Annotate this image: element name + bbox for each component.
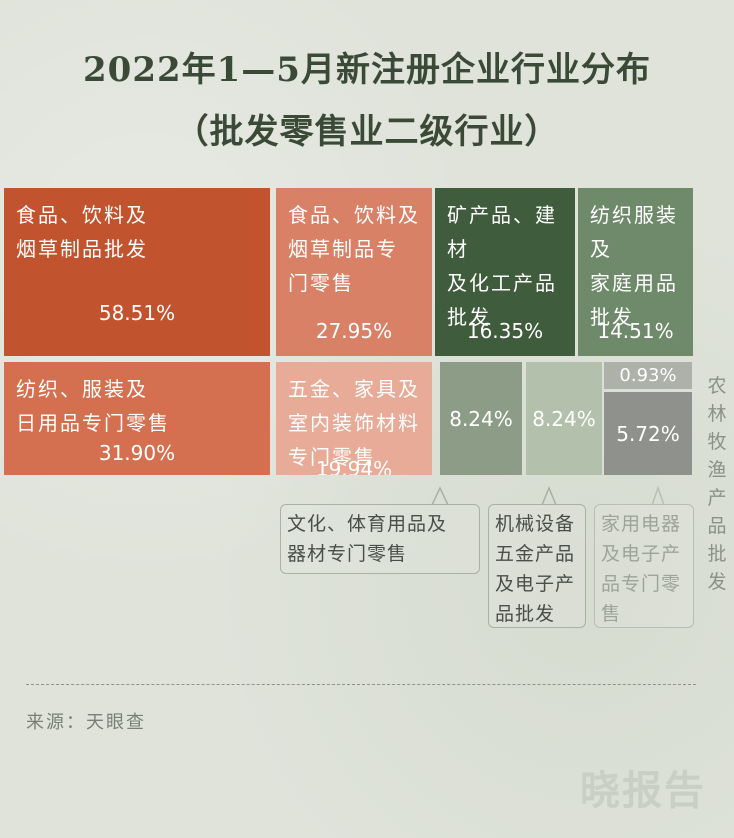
treemap-cell-6: 五金、家具及 室内装饰材料 专门零售 19.94% [276, 362, 432, 475]
callout-jixie: 机械设备 五金产品 及电子产 品批发 [488, 504, 586, 628]
treemap-cell-3: 矿产品、建材 及化工产品 批发 16.35% [435, 188, 575, 356]
treemap-cell-5: 纺织、服装及 日用品专门零售 31.90% [4, 362, 270, 475]
cell-value: 58.51% [98, 301, 176, 325]
treemap-cell-4: 纺织服装及 家庭用品 批发 14.51% [578, 188, 693, 356]
chart-title: 2022年1—5月新注册企业行业分布 [83, 50, 651, 90]
connector-wenhua [431, 486, 449, 506]
callout-jiadian: 家用电器 及电子产 品专门零 售 [594, 504, 694, 628]
cell-label: 五金、家具及 室内装饰材料 专门零售 [288, 377, 420, 469]
treemap-cell-8: 8.24% [526, 362, 602, 475]
treemap-cell-7: 8.24% [440, 362, 522, 475]
callout-wenhua: 文化、体育用品及 器材专门零售 [280, 504, 480, 574]
cell-label: 纺织服装及 家庭用品 批发 [590, 203, 678, 329]
treemap-cell-10: 5.72% [604, 392, 692, 475]
cell-label: 纺织、服装及 日用品专门零售 [16, 377, 170, 435]
cell-label: 矿产品、建材 及化工产品 批发 [447, 203, 557, 329]
source-note: 来源：天眼查 [26, 712, 146, 733]
cell-value: 14.51% [597, 319, 674, 343]
treemap-cell-9: 0.93% [604, 362, 692, 389]
divider [26, 684, 696, 685]
cell-value: 0.93% [619, 364, 677, 386]
connector-jiadian [651, 485, 665, 506]
cell-value: 19.94% [315, 457, 393, 475]
cell-label: 食品、饮料及 烟草制品批发 [16, 203, 148, 261]
cell-value: 27.95% [315, 319, 393, 343]
brand-watermark: 晓报告 [580, 767, 706, 814]
side-label-nonglin: 农林牧渔产品批发 [707, 375, 727, 593]
chart-subtitle: （批发零售业二级行业） [174, 112, 560, 152]
cell-label: 食品、饮料及 烟草制品专 门零售 [288, 203, 420, 295]
connector-jixie [541, 486, 557, 506]
cell-value: 31.90% [98, 441, 176, 465]
treemap-cell-2: 食品、饮料及 烟草制品专 门零售 27.95% [276, 188, 432, 356]
cell-value: 5.72% [616, 421, 680, 446]
cell-value: 8.24% [532, 406, 596, 431]
cell-value: 8.24% [449, 406, 513, 431]
cell-value: 16.35% [466, 319, 544, 343]
treemap-cell-1: 食品、饮料及 烟草制品批发 58.51% [4, 188, 270, 356]
